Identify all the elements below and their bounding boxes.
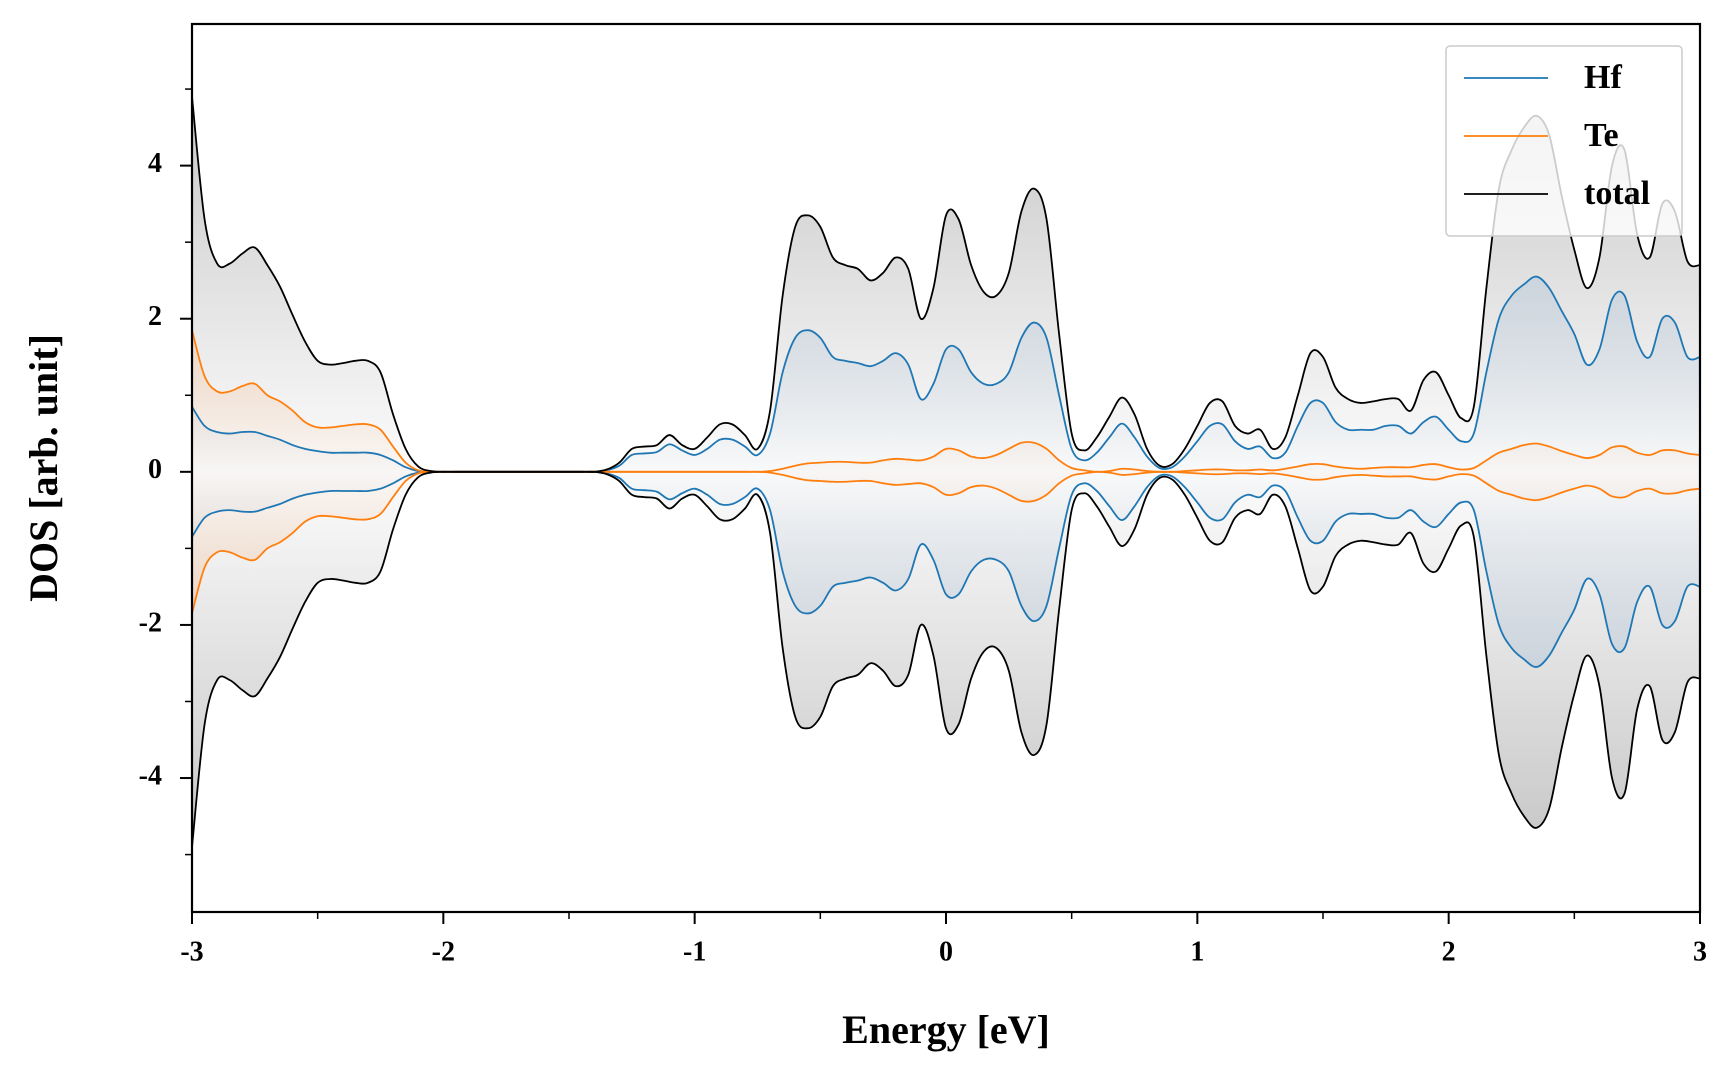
x-tick-label: 1: [1190, 936, 1204, 967]
legend-label: Te: [1584, 117, 1619, 154]
x-tick-label: -3: [180, 936, 203, 967]
x-tick-label: 3: [1693, 936, 1707, 967]
legend: Hf Te total: [1445, 45, 1683, 237]
x-axis-label: Energy [eV]: [842, 1007, 1050, 1052]
legend-box: [1445, 45, 1683, 237]
x-tick-label: 0: [939, 936, 953, 967]
legend-label: Hf: [1584, 59, 1622, 96]
y-tick-label: 4: [148, 148, 162, 179]
legend-label: total: [1584, 175, 1650, 212]
dos-area: [192, 471, 1700, 668]
axes: -3 -2 -1 0 1 2 3 -4 -2 0 2 4: [139, 22, 1707, 967]
dos-area: [192, 96, 1700, 472]
y-tick-label: 2: [148, 301, 162, 332]
y-tick-label: -2: [139, 607, 162, 638]
dos-area: [192, 471, 1700, 847]
x-tick-label: -1: [683, 936, 706, 967]
x-tick-label: 2: [1442, 936, 1456, 967]
areas: [192, 96, 1700, 847]
y-tick-label: 0: [148, 454, 162, 485]
y-tick-label: -4: [139, 760, 162, 791]
lines: [191, 96, 1701, 848]
dos-area: [192, 276, 1700, 472]
x-tick-label: -2: [432, 936, 455, 967]
dos-line: [191, 470, 1701, 848]
y-axis-label: DOS [arb. unit]: [21, 334, 66, 602]
